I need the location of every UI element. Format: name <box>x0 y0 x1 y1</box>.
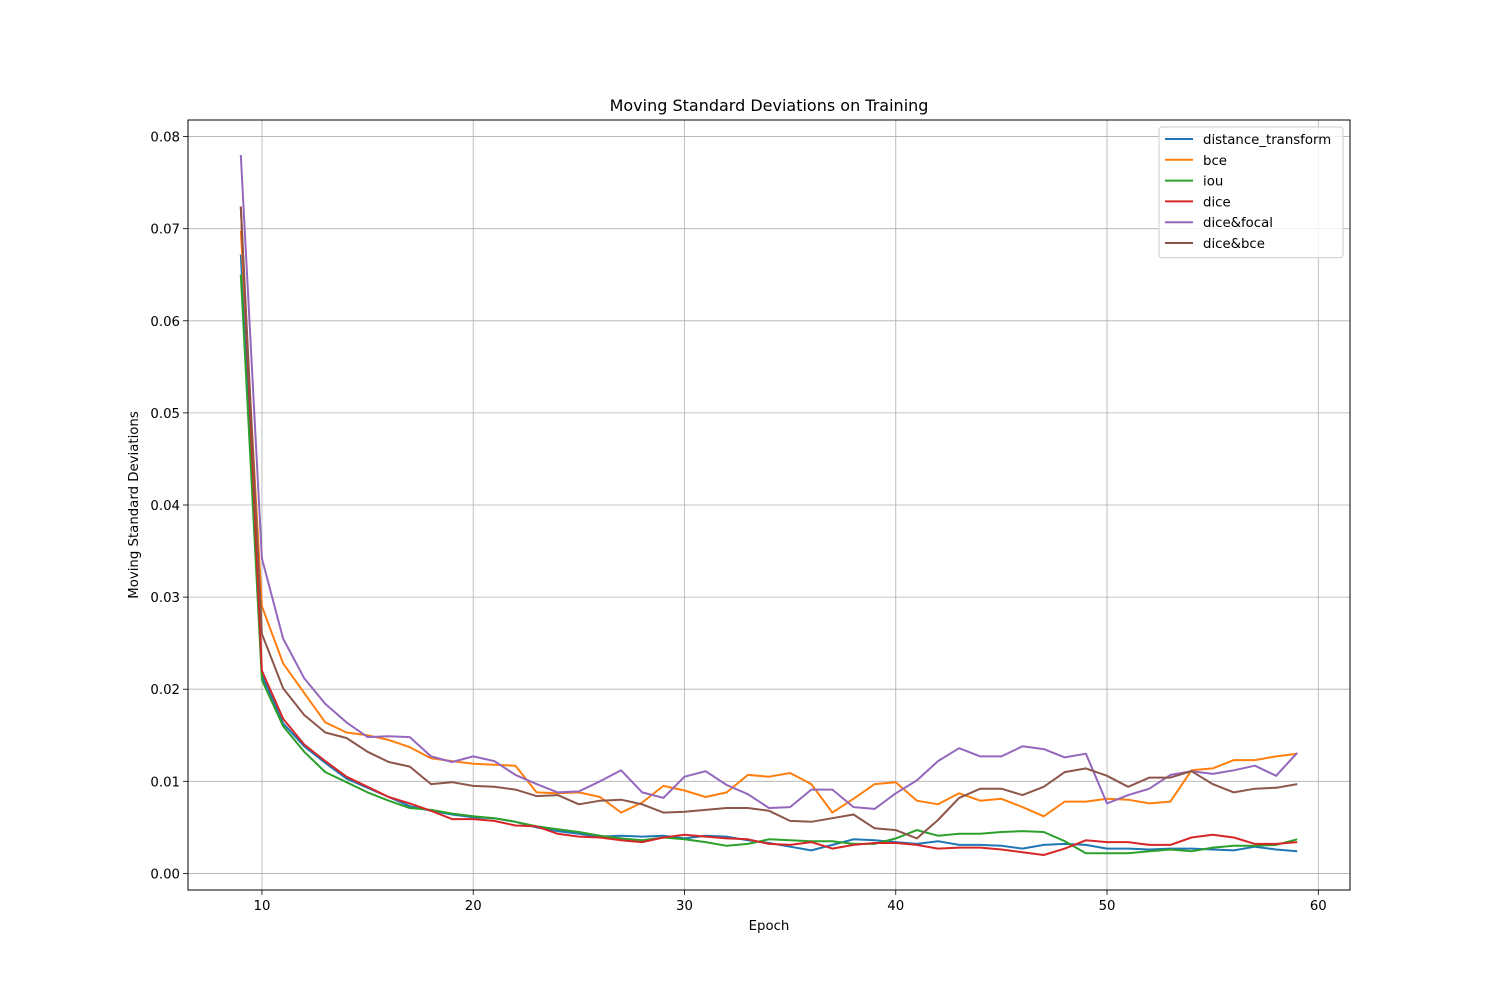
y-tick-label: 0.04 <box>150 499 180 514</box>
x-tick-label: 60 <box>1310 899 1327 914</box>
y-tick-label: 0.05 <box>150 407 180 422</box>
series-line-dice-bce <box>239 206 1298 840</box>
x-tick-label: 10 <box>253 899 270 914</box>
y-tick-label: 0.00 <box>150 867 180 882</box>
series-line-bce <box>239 230 1298 818</box>
x-tick-label: 50 <box>1099 899 1116 914</box>
y-tick-label: 0.07 <box>150 223 180 238</box>
series-line-iou <box>239 274 1298 855</box>
x-tick-label: 20 <box>465 899 482 914</box>
y-tick-label: 0.01 <box>150 775 180 790</box>
legend-label-iou: iou <box>1203 175 1223 190</box>
series-line-dice <box>239 206 1298 856</box>
y-tick-label: 0.06 <box>150 315 180 330</box>
x-tick-label: 30 <box>676 899 693 914</box>
legend-label-bce: bce <box>1203 154 1227 169</box>
x-axis-label: Epoch <box>749 919 790 934</box>
legend-label-dice-focal: dice&focal <box>1203 216 1273 231</box>
chart-title: Moving Standard Deviations on Training <box>610 96 929 115</box>
y-tick-label: 0.03 <box>150 591 180 606</box>
y-tick-label: 0.08 <box>150 131 180 146</box>
x-tick-label: 40 <box>887 899 904 914</box>
legend-label-distance-transform: distance_transform <box>1203 133 1331 148</box>
x-axis: 10 20 30 40 50 60 <box>253 890 1327 914</box>
legend-label-dice-bce: dice&bce <box>1203 237 1265 252</box>
y-axis-label: Moving Standard Deviations <box>127 411 142 599</box>
y-tick-label: 0.02 <box>150 683 180 698</box>
series-lines <box>239 154 1298 856</box>
legend-box <box>1158 126 1344 259</box>
series-line-dice-focal <box>239 154 1298 810</box>
legend-label-dice: dice <box>1203 195 1231 210</box>
grid <box>188 120 1350 890</box>
y-axis: 0.00 0.01 0.02 0.03 0.04 0.05 0.06 0.07 0.08 <box>150 131 188 882</box>
